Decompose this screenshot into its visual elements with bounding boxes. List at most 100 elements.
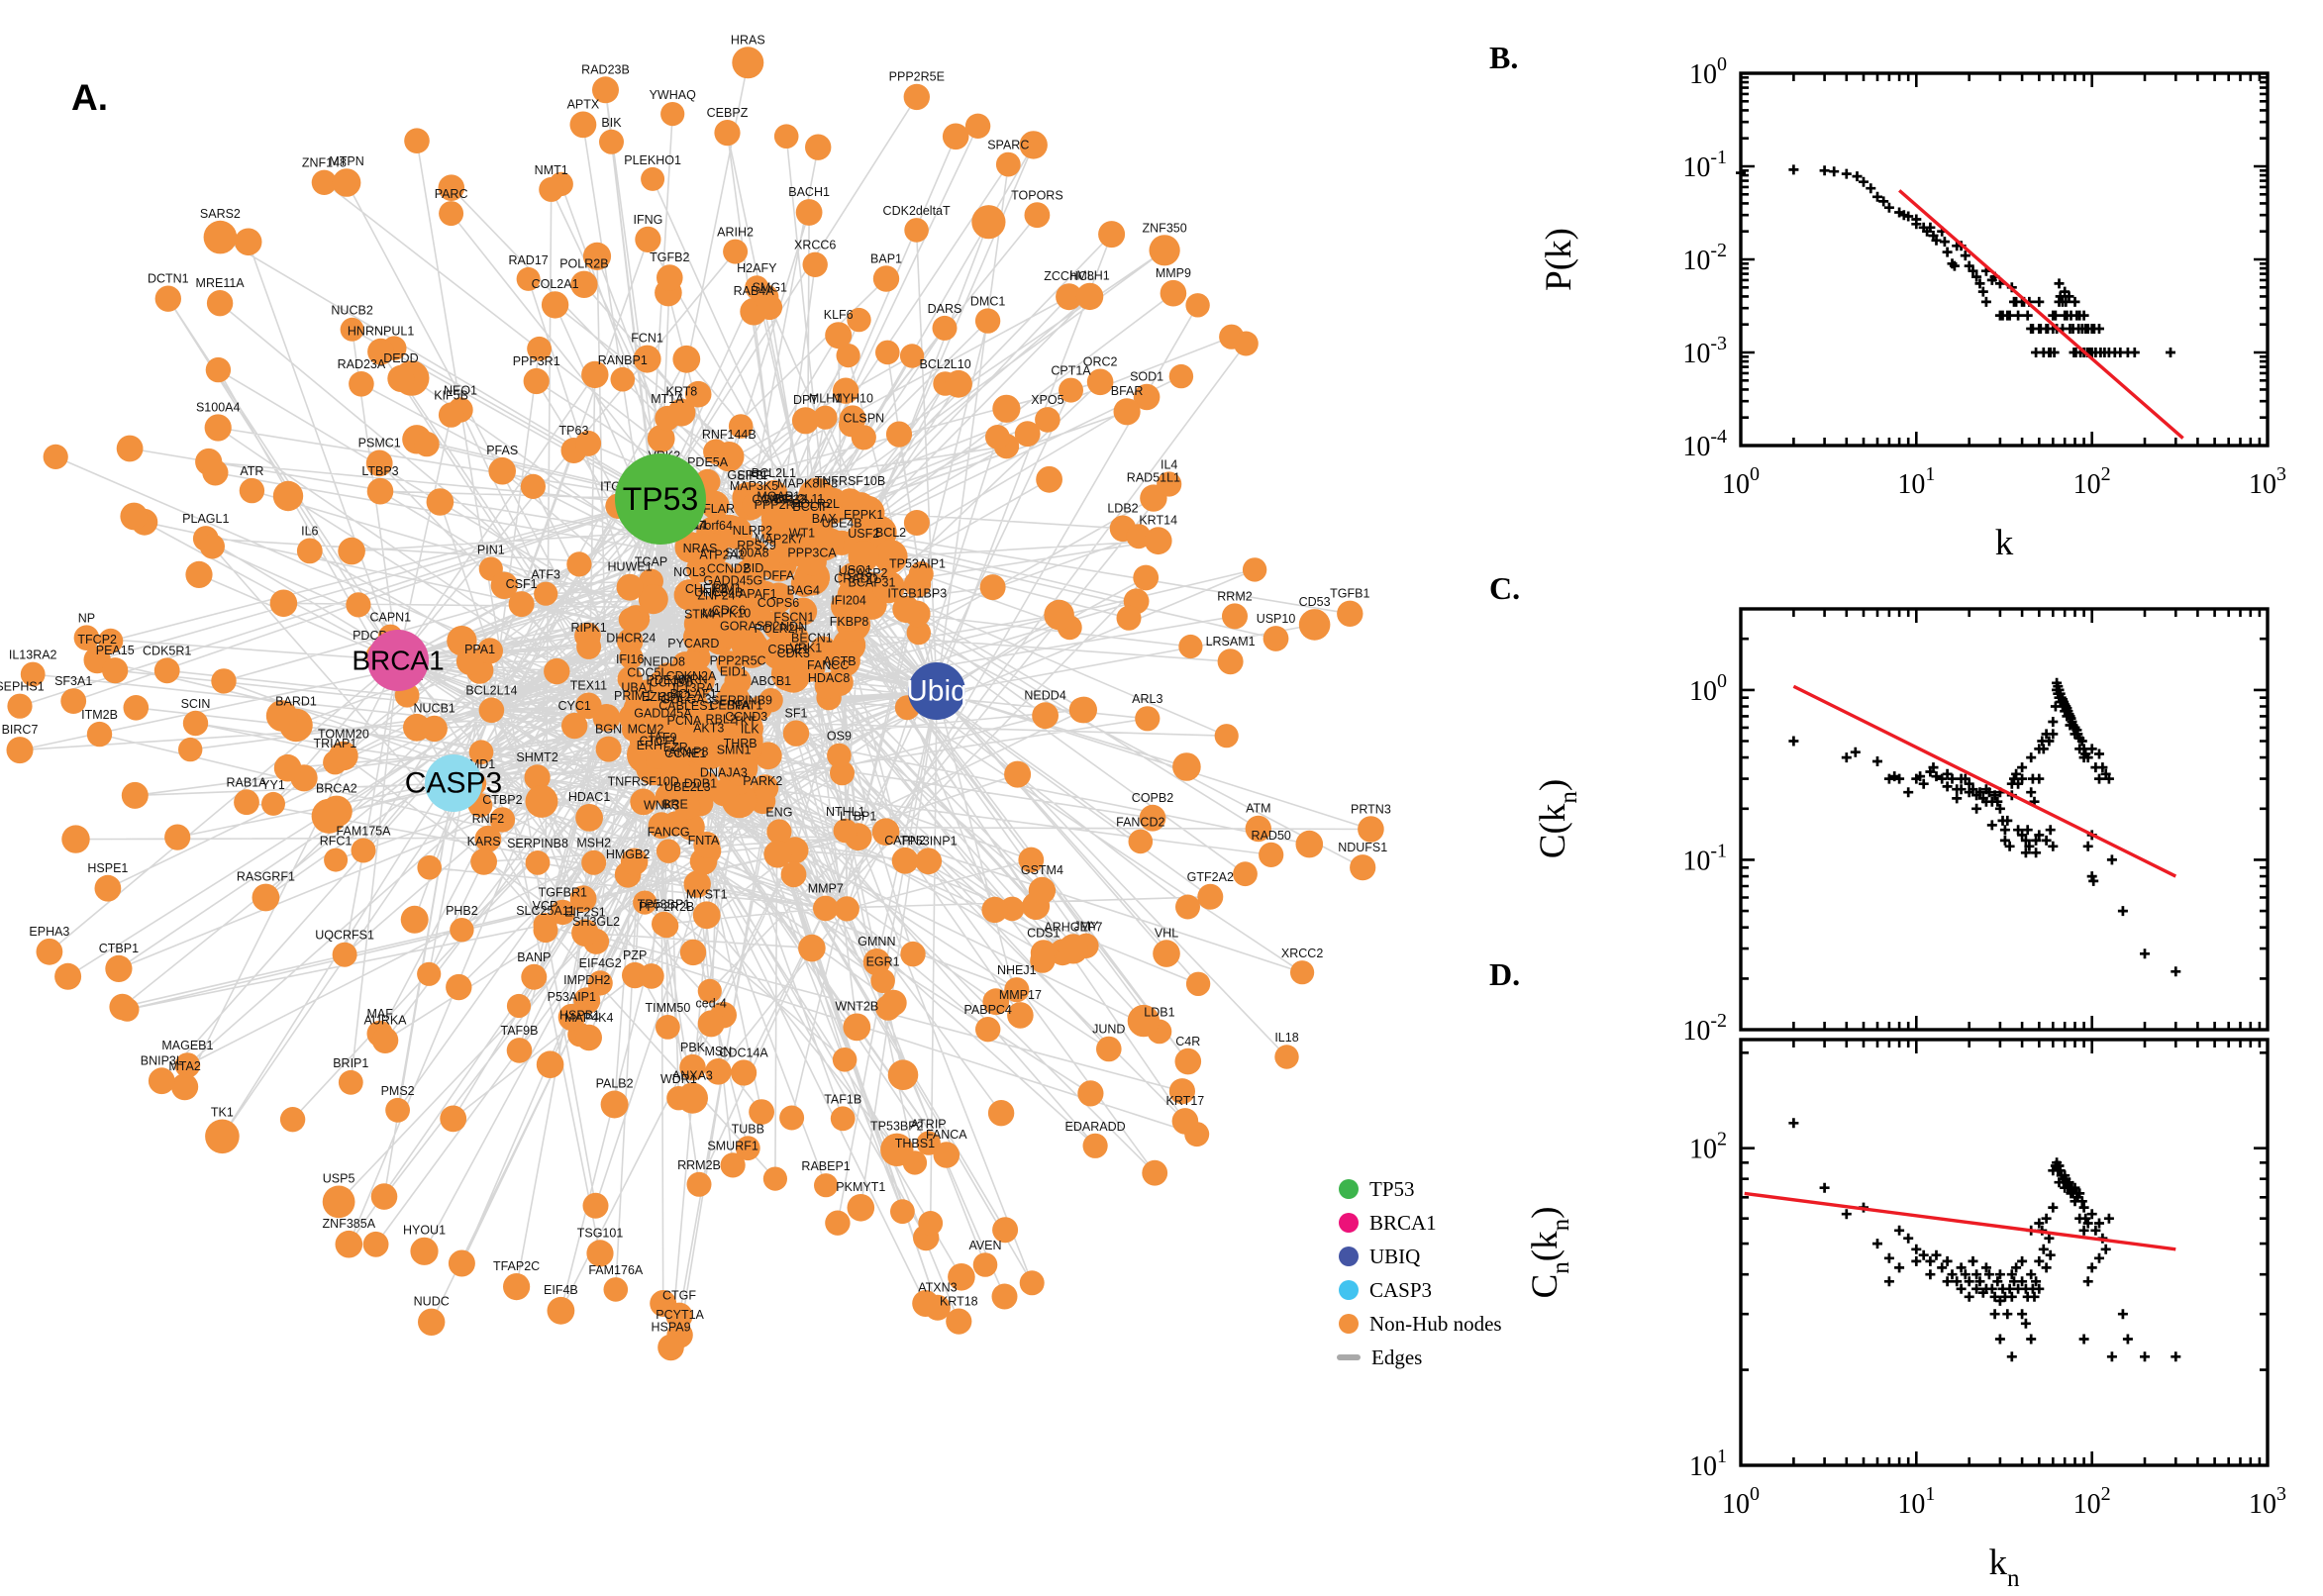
- network-node: [1175, 894, 1200, 920]
- network-node: [575, 692, 602, 720]
- y-tick-label: 10-1: [1682, 147, 1727, 183]
- network-node: [677, 813, 705, 841]
- gene-label: WNT2B: [835, 1000, 878, 1014]
- network-node: [687, 616, 713, 642]
- network-node: [1096, 1036, 1122, 1062]
- network-node: [1036, 465, 1062, 493]
- gene-label: PPP2R2B: [639, 900, 694, 914]
- network-node: [595, 736, 622, 762]
- gene-label: ITGB1BP3: [887, 587, 947, 601]
- gene-label: IL4: [1161, 458, 1177, 472]
- gene-label: ced-4: [696, 996, 727, 1010]
- network-node: [1133, 564, 1160, 591]
- labels-layer: MAPK10 PIM1 EPPK1 USO1 GSPT1 UBE4B FSCN1 PPP2R4…: [0, 33, 1391, 1334]
- gene-label: GADD45A: [634, 707, 692, 721]
- network-node: [610, 366, 636, 392]
- gene-label: DPT: [793, 393, 818, 407]
- network-node: [1160, 279, 1187, 307]
- network-node: [440, 1105, 467, 1133]
- network-node: [836, 607, 861, 632]
- network-node: [324, 848, 349, 872]
- gene-label: PZP: [623, 948, 647, 962]
- gene-label: BAP1: [870, 251, 902, 265]
- network-node: [805, 134, 832, 160]
- gene-label: PPP3R1: [513, 354, 560, 368]
- gene-label: TP53INP1: [900, 834, 958, 848]
- network-node: [723, 239, 749, 264]
- network-node: [569, 111, 597, 139]
- network-node: [536, 1050, 564, 1078]
- network-node: [656, 1015, 680, 1040]
- gene-label: EZH2: [642, 690, 673, 704]
- gene-label: KRT14: [1139, 513, 1177, 527]
- network-node: [880, 1133, 914, 1167]
- gene-label: RPS29: [737, 539, 776, 552]
- network-node: [972, 1252, 998, 1277]
- gene-label: BAX: [812, 512, 838, 526]
- network-node: [1290, 960, 1315, 985]
- gene-label: NEDD4: [1024, 688, 1065, 702]
- network-node: [603, 1277, 629, 1302]
- network-node: [566, 551, 592, 577]
- network-node: [367, 338, 395, 365]
- network-node: [400, 905, 429, 934]
- network-node: [448, 1249, 475, 1277]
- network-node: [848, 492, 875, 520]
- gene-label: BRIP1: [333, 1056, 368, 1070]
- network-node: [199, 534, 225, 559]
- network-node: [105, 954, 133, 983]
- gene-label: AKAP8: [668, 746, 708, 759]
- gene-label: CD53: [1299, 595, 1331, 609]
- gene-label: ATXN3: [918, 1281, 957, 1295]
- gene-label: CAPN1: [369, 611, 411, 625]
- network-node: [619, 703, 648, 732]
- gene-label: HMGB2: [606, 848, 651, 861]
- network-node: [527, 336, 552, 361]
- network-node: [1222, 603, 1248, 630]
- network-node: [763, 840, 792, 868]
- network-node: [773, 539, 799, 565]
- network-node: [446, 973, 472, 1001]
- network-node: [722, 709, 748, 734]
- network-node: [900, 941, 926, 967]
- y-tick-label: 100: [1689, 53, 1727, 90]
- network-node: [679, 1053, 706, 1081]
- network-node: [1116, 605, 1142, 631]
- gene-label: USP10: [1257, 612, 1296, 626]
- network-node: [520, 473, 547, 499]
- network-node: [661, 754, 690, 783]
- network-node: [1144, 527, 1172, 555]
- network-node: [1056, 283, 1083, 311]
- network-node: [521, 963, 548, 990]
- network-node: [525, 850, 551, 875]
- gene-label: RRM2B: [677, 1158, 721, 1172]
- network-node: [746, 601, 771, 627]
- y-tick-label: 102: [1689, 1129, 1727, 1165]
- network-node: [1058, 934, 1088, 964]
- gene-label: XRCC6: [794, 239, 836, 252]
- network-node: [789, 597, 818, 626]
- network-node: [872, 265, 900, 292]
- gene-label: CDC6: [712, 603, 746, 617]
- network-node: [533, 913, 557, 937]
- network-node: [205, 356, 232, 383]
- y-tick-label: 10-3: [1682, 333, 1727, 369]
- network-node: [1174, 1047, 1202, 1075]
- network-node: [791, 407, 820, 435]
- gene-label: NUDC: [414, 1295, 450, 1309]
- network-node: [311, 169, 338, 195]
- network-node: [1082, 1133, 1108, 1158]
- gene-label: DNAJA3: [700, 765, 748, 779]
- network-legend: TP53 BRCA1 UBIQ CASP3 Non-Hub nodes Edges: [1337, 1172, 1502, 1374]
- plot-frame: [1739, 1038, 2270, 1467]
- network-node: [932, 315, 958, 341]
- network-node: [839, 411, 864, 438]
- hub-node-tp53: [615, 453, 706, 545]
- x-tick-label: 103: [2249, 1483, 2286, 1520]
- gene-label: H2AFY: [737, 261, 777, 275]
- gene-label: ITM2B: [81, 708, 118, 722]
- gene-label: ZNF24: [697, 588, 735, 602]
- network-node: [417, 961, 442, 986]
- panel-a-network: MAPK10 PIM1 EPPK1 USO1 GSPT1 UBE4B FSCN1 PPP2R4…: [0, 33, 1502, 1368]
